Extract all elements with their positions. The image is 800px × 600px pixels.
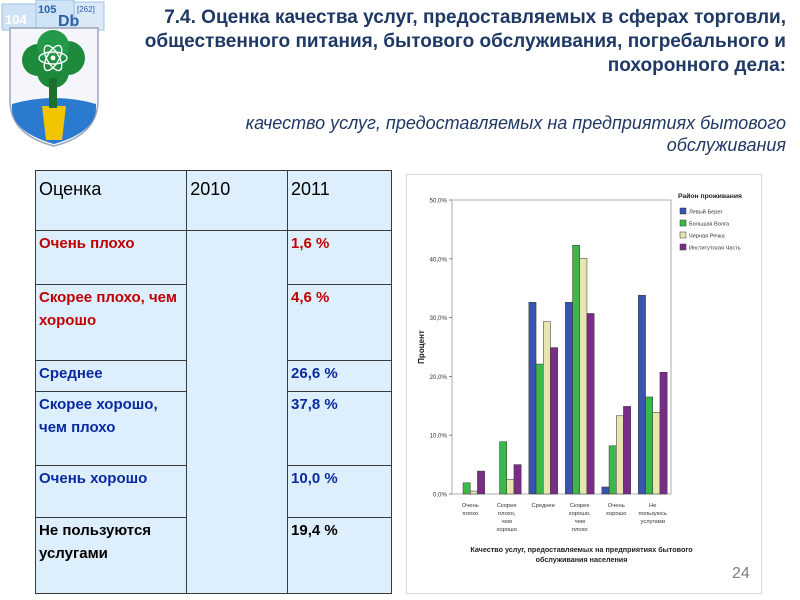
row-label: Не пользуются услугами — [34, 516, 188, 595]
bar — [528, 302, 537, 495]
y-axis-label: Процент — [417, 330, 426, 364]
header-2011: 2011 — [287, 169, 392, 232]
legend-title: Район проживания — [678, 192, 742, 200]
row-label: Среднее — [34, 360, 188, 392]
cell-2011: 19,4 % — [287, 516, 392, 595]
bar — [623, 406, 631, 495]
bar — [601, 486, 610, 495]
x-tick-label: Скорее плохо, чем хорошо — [497, 503, 517, 533]
page-number: 24 — [732, 565, 750, 582]
bar — [586, 313, 595, 495]
bar — [513, 464, 522, 495]
table-row: Очень хорошо 10,0 % — [34, 464, 392, 518]
y-tick-label: 30,0% — [429, 315, 447, 322]
legend-swatch — [679, 219, 687, 227]
logo-tile-105: 105 — [38, 4, 56, 16]
cell-2011: 4,6 % — [287, 284, 392, 362]
cell-2011: 26,6 % — [287, 360, 392, 392]
bar — [565, 302, 573, 495]
x-axis-label: Качество услуг, предоставляемых на предп… — [470, 545, 693, 564]
bar — [462, 482, 471, 495]
row-label: Скорее плохо, чем хорошо — [34, 284, 188, 362]
table-row: Не пользуются услугами 19,4 % — [34, 516, 392, 595]
legend-label: Левый Берег — [689, 209, 723, 216]
legend-swatch — [679, 243, 687, 251]
table-row: Скорее хорошо, чем плохо 37,8 % — [34, 390, 392, 466]
logo-tile-104: 104 — [5, 12, 27, 27]
plot-area — [451, 199, 672, 495]
y-tick-label: 0,0% — [433, 492, 448, 499]
bar — [579, 257, 588, 495]
bar — [616, 415, 624, 495]
chart-panel: 0,0% 10,0% 20,0% 30,0% 40,0% 50,0% Процент Очен… — [406, 174, 762, 594]
grades-table: Оценка 2010 2011 Очень плохо 1,6 % Скоре… — [34, 169, 392, 595]
y-tick-label: 50,0% — [429, 198, 447, 205]
bar — [638, 295, 646, 495]
row-label: Очень хорошо — [34, 464, 188, 518]
table-row: Скорее плохо, чем хорошо 4,6 % — [34, 284, 392, 362]
x-tick-label: Не пользуюсь услугами — [639, 503, 667, 525]
header-2010: 2010 — [186, 169, 289, 232]
bar — [470, 490, 478, 495]
bar — [572, 245, 581, 495]
logo-tile-db: Db — [58, 13, 80, 30]
y-tick-label: 10,0% — [429, 433, 447, 440]
cell-2011: 37,8 % — [287, 390, 392, 466]
logo-tile-262: [262] — [77, 5, 95, 14]
x-tick-label: Очень хорошо — [606, 503, 626, 517]
legend-swatch — [679, 207, 687, 215]
cell-2011: 10,0 % — [287, 464, 392, 518]
header-grade: Оценка — [34, 169, 188, 232]
grouped-bar-chart: 0,0% 10,0% 20,0% 30,0% 40,0% 50,0% Процент Очен… — [406, 174, 762, 594]
legend-label: Большая Волга — [689, 222, 730, 228]
bar — [550, 347, 558, 495]
bar — [652, 412, 661, 495]
city-emblem: 104 105 Db [262] — [0, 0, 106, 150]
x-tick-label: Среднее — [531, 503, 555, 509]
bar — [608, 445, 617, 495]
bar — [645, 396, 654, 495]
legend-swatch — [679, 231, 687, 239]
x-tick-label: Скорее хорошо, чем плохо — [569, 503, 591, 533]
y-tick-label: 40,0% — [429, 256, 447, 263]
bar — [477, 470, 485, 495]
cell-2011: 1,6 % — [287, 230, 392, 286]
slide-title: 7.4. Оценка качества услуг, предоставляе… — [144, 7, 786, 76]
bar — [659, 372, 668, 495]
x-tick-label: Очень плохо — [462, 503, 479, 517]
legend-label: Черная Речка — [689, 234, 726, 240]
bar — [543, 321, 551, 495]
table-row: Очень плохо 1,6 % — [34, 230, 392, 594]
cell-2010 — [186, 230, 289, 594]
bar — [499, 441, 508, 495]
bar — [535, 363, 544, 495]
row-label: Скорее хорошо, чем плохо — [34, 390, 188, 466]
row-label: Очень плохо — [34, 230, 188, 286]
slide-subtitle: качество услуг, предоставляемых на предп… — [245, 113, 786, 155]
legend-label: Институтская Часть — [689, 246, 741, 252]
y-tick-label: 20,0% — [429, 374, 447, 381]
table-row: Среднее 26,6 % — [34, 360, 392, 392]
bar — [506, 479, 515, 495]
